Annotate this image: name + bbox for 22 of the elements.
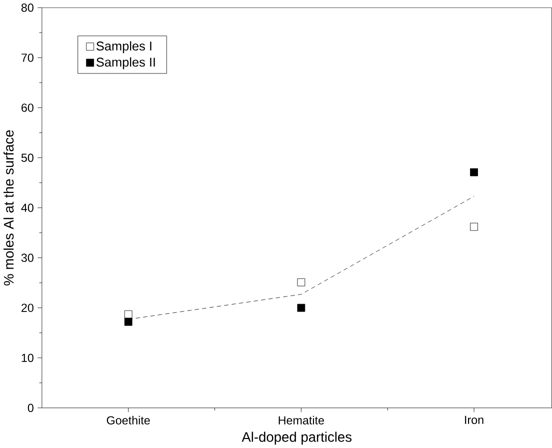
y-tick-label: 70 xyxy=(22,54,34,62)
legend-label: Samples I xyxy=(96,41,152,54)
y-tick-label: 0 xyxy=(28,404,34,412)
point xyxy=(470,168,478,176)
y-tick-label: 60 xyxy=(22,104,34,112)
y-tick-label: 40 xyxy=(21,204,34,212)
y-tick-label: 30 xyxy=(21,254,34,262)
x-tick-label: Hematite xyxy=(278,416,324,424)
y-axis-title: % moles Al at the surface xyxy=(4,130,14,286)
y-tick-label: 80 xyxy=(21,3,34,12)
y-tick-label: 20 xyxy=(22,304,34,312)
legend-label: Samples II xyxy=(96,57,155,70)
point xyxy=(297,304,306,312)
x-axis-title: Al-doped particles xyxy=(242,432,352,445)
y-tick-label: 10 xyxy=(22,354,34,362)
point xyxy=(124,310,132,318)
y-tick-label: 50 xyxy=(21,154,34,162)
point xyxy=(297,278,306,286)
point xyxy=(124,318,132,326)
point xyxy=(470,222,478,231)
x-tick-label: Iron xyxy=(465,416,484,424)
x-tick-label: Goethite xyxy=(106,416,150,424)
